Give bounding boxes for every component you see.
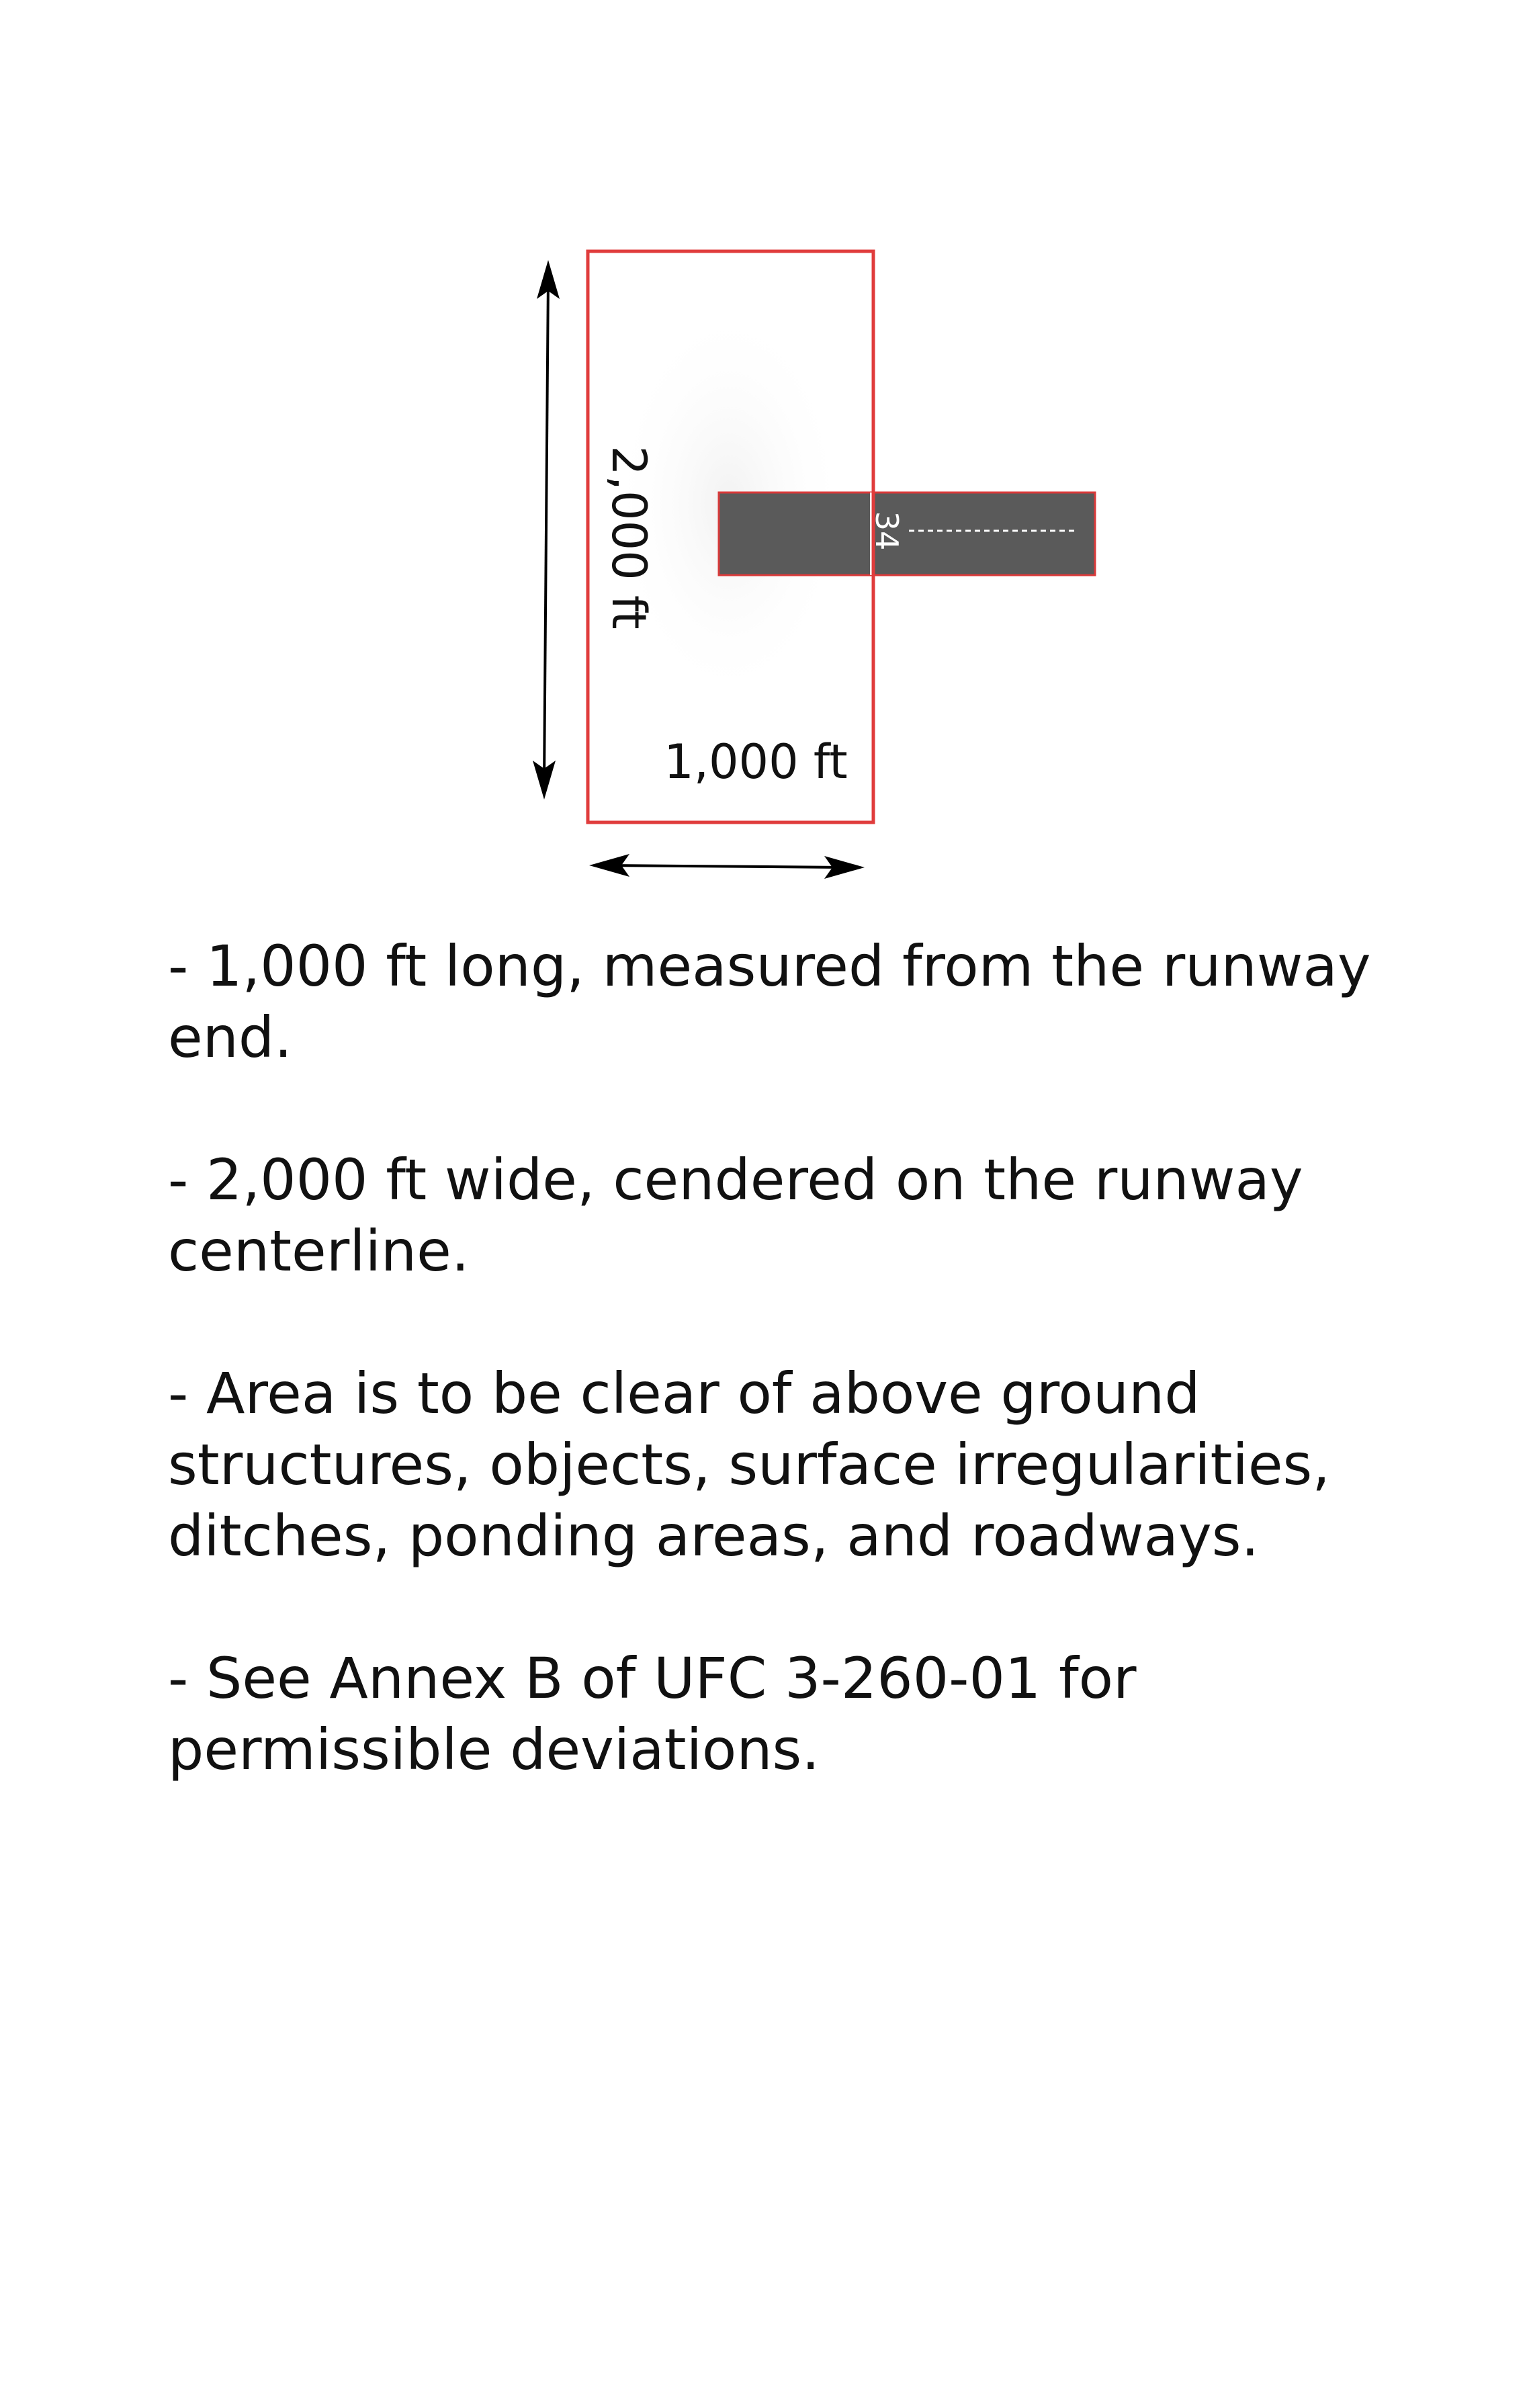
height-label: 2,000 ft — [601, 445, 656, 630]
width-dimension-arrow — [607, 864, 844, 869]
runway — [717, 491, 1096, 576]
note-length: - 1,000 ft long, measured from the runwa… — [168, 933, 1371, 1070]
note-clearance: - Area is to be clear of above ground st… — [168, 1361, 1330, 1569]
notes-list: - 1,000 ft long, measured from the runwa… — [168, 931, 1444, 1856]
width-arrowhead-right — [824, 856, 865, 879]
width-arrowhead-left — [589, 854, 629, 877]
height-arrowhead-top — [537, 260, 560, 299]
clear-zone-diagram: 34 2,000 ft 1,000 ft — [533, 249, 1096, 879]
clear-zone-boundary — [586, 249, 875, 824]
note-deviations: - See Annex B of UFC 3-260-01 for permis… — [168, 1645, 1137, 1782]
height-arrowhead-bottom — [533, 761, 556, 800]
height-dimension-arrow — [543, 278, 550, 781]
note-width: - 2,000 ft wide, cendered on the runway … — [168, 1147, 1303, 1284]
width-label: 1,000 ft — [664, 734, 848, 789]
